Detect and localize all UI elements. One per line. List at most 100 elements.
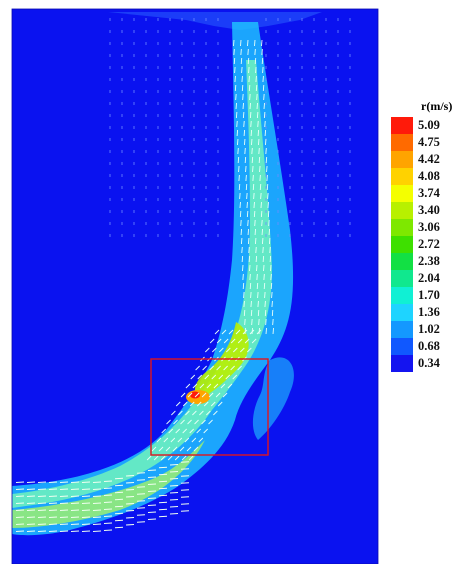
velocity-arrow: [166, 419, 171, 425]
velocity-arrow: [81, 509, 91, 511]
velocity-arrow: [218, 347, 224, 353]
velocity-arrow: [151, 446, 157, 452]
velocity-arrow: [235, 93, 237, 101]
velocity-arrow: [203, 401, 209, 407]
legend-label: 2.04: [418, 271, 440, 285]
velocity-arrow: [158, 446, 164, 452]
velocity-arrow: [240, 48, 242, 56]
velocity-arrow: [170, 437, 176, 443]
velocity-arrow: [216, 338, 222, 344]
velocity-arrow: [92, 509, 102, 511]
velocity-arrow: [156, 437, 162, 443]
velocity-arrow: [81, 516, 91, 518]
velocity-arrow: [185, 410, 190, 416]
velocity-arrow: [114, 526, 124, 529]
velocity-arrow: [269, 255, 272, 263]
velocity-arrow: [92, 530, 102, 532]
velocity-arrow: [70, 481, 80, 483]
velocity-arrow: [244, 138, 246, 146]
velocity-arrow: [37, 516, 47, 518]
velocity-arrow: [232, 347, 238, 353]
velocity-arrow: [249, 102, 251, 110]
velocity-arrow: [180, 461, 190, 463]
legend-row: 1.02: [391, 321, 471, 338]
velocity-arrow: [256, 329, 262, 335]
velocity-arrow: [244, 327, 246, 335]
velocity-arrow: [48, 488, 58, 490]
velocity-arrow: [236, 120, 238, 128]
velocity-arrow: [246, 192, 248, 200]
velocity-arrow: [268, 237, 271, 245]
velocity-arrow: [230, 365, 235, 371]
velocity-arrow: [235, 111, 238, 119]
velocity-arrow: [242, 264, 244, 272]
velocity-arrow: [70, 502, 80, 504]
velocity-arrow: [237, 147, 239, 155]
velocity-arrow: [250, 129, 253, 137]
velocity-arrow: [15, 495, 25, 497]
velocity-arrow: [262, 246, 264, 254]
legend-swatch: [391, 185, 413, 202]
velocity-arrow: [26, 516, 36, 518]
legend-swatch: [391, 253, 413, 270]
velocity-arrow: [242, 93, 244, 101]
velocity-arrow: [70, 516, 80, 518]
velocity-arrow: [242, 329, 248, 335]
legend-label: 4.75: [418, 135, 440, 149]
velocity-arrow: [267, 192, 269, 200]
velocity-arrow: [196, 428, 202, 434]
velocity-arrow: [233, 48, 235, 56]
velocity-arrow: [271, 291, 273, 299]
velocity-arrow: [266, 174, 268, 182]
legend-swatch: [391, 168, 413, 185]
velocity-arrow: [192, 410, 197, 416]
legend-swatch: [391, 270, 413, 287]
velocity-arrow: [245, 174, 247, 182]
velocity-arrow: [253, 201, 255, 209]
velocity-arrow: [81, 502, 91, 504]
velocity-arrow: [251, 156, 254, 164]
velocity-arrow: [59, 523, 69, 525]
velocity-arrow: [237, 338, 243, 344]
velocity-arrow: [48, 523, 58, 525]
velocity-arrow: [238, 174, 240, 182]
velocity-arrow: [260, 201, 262, 209]
legend-label: 2.38: [418, 254, 440, 268]
velocity-arrow: [103, 494, 113, 496]
velocity-arrow: [256, 93, 258, 101]
velocity-arrow: [187, 392, 193, 398]
velocity-arrow: [158, 515, 168, 518]
velocity-arrow: [180, 392, 186, 398]
velocity-arrow: [15, 481, 25, 483]
velocity-arrow: [37, 502, 47, 504]
velocity-arrow: [236, 129, 239, 137]
velocity-arrow: [261, 39, 263, 47]
velocity-arrow: [247, 237, 250, 245]
velocity-arrow: [242, 111, 245, 119]
velocity-arrow: [261, 237, 264, 245]
velocity-arrow: [136, 479, 146, 481]
velocity-arrow: [255, 255, 258, 263]
legend-row: 2.04: [391, 270, 471, 287]
velocity-arrow: [92, 516, 102, 518]
velocity-arrow: [48, 481, 58, 483]
velocity-arrow: [81, 481, 91, 483]
velocity-arrow: [235, 102, 237, 110]
velocity-arrow: [191, 437, 197, 443]
velocity-arrow: [209, 365, 214, 371]
velocity-arrow: [158, 487, 168, 490]
velocity-arrow: [189, 428, 195, 434]
velocity-arrow: [160, 455, 166, 461]
velocity-arrow: [208, 392, 214, 398]
velocity-arrow: [208, 419, 213, 425]
velocity-arrow: [169, 506, 179, 508]
velocity-arrow: [257, 300, 259, 308]
velocity-arrow: [147, 490, 157, 492]
velocity-arrow: [147, 476, 157, 478]
velocity-arrow: [189, 401, 195, 407]
velocity-arrow: [238, 183, 241, 191]
velocity-arrow: [195, 365, 200, 371]
velocity-arrow: [220, 383, 226, 389]
jet-outer-envelope: [12, 22, 294, 536]
velocity-arrow: [248, 84, 251, 92]
